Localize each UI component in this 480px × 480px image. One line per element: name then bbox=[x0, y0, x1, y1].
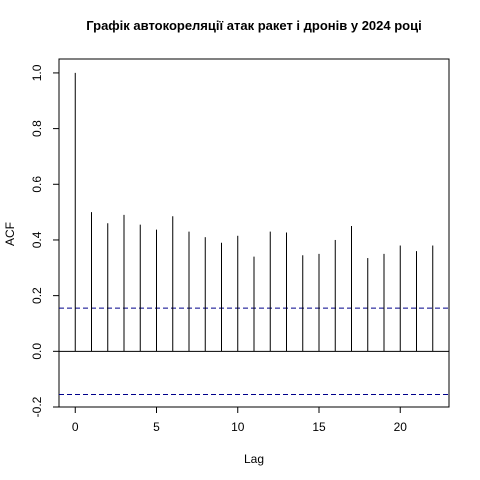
y-tick-label: 0.6 bbox=[30, 176, 44, 193]
y-tick-label: -0.2 bbox=[30, 396, 44, 417]
x-tick-label: 20 bbox=[394, 420, 408, 434]
x-tick-label: 0 bbox=[72, 420, 79, 434]
y-tick-label: 0.8 bbox=[30, 120, 44, 137]
y-tick-label: 0.0 bbox=[30, 343, 44, 360]
chart-title: Графік автокореляції атак ракет і дронів… bbox=[86, 18, 421, 33]
plot-area: 0 5 10 15 20 -0.2 0.0 0.2 0.4 0.6 0.8 1.0 bbox=[30, 58, 450, 434]
x-tick-label: 10 bbox=[231, 420, 245, 434]
y-axis-label: ACF bbox=[3, 222, 17, 246]
x-tick-label: 15 bbox=[312, 420, 326, 434]
x-tick-label: 5 bbox=[153, 420, 160, 434]
y-tick-label: 1.0 bbox=[30, 64, 44, 81]
y-tick-label: 0.4 bbox=[30, 231, 44, 248]
plot-frame bbox=[58, 58, 450, 408]
y-tick-label: 0.2 bbox=[30, 287, 44, 304]
x-axis-label: Lag bbox=[244, 452, 264, 466]
